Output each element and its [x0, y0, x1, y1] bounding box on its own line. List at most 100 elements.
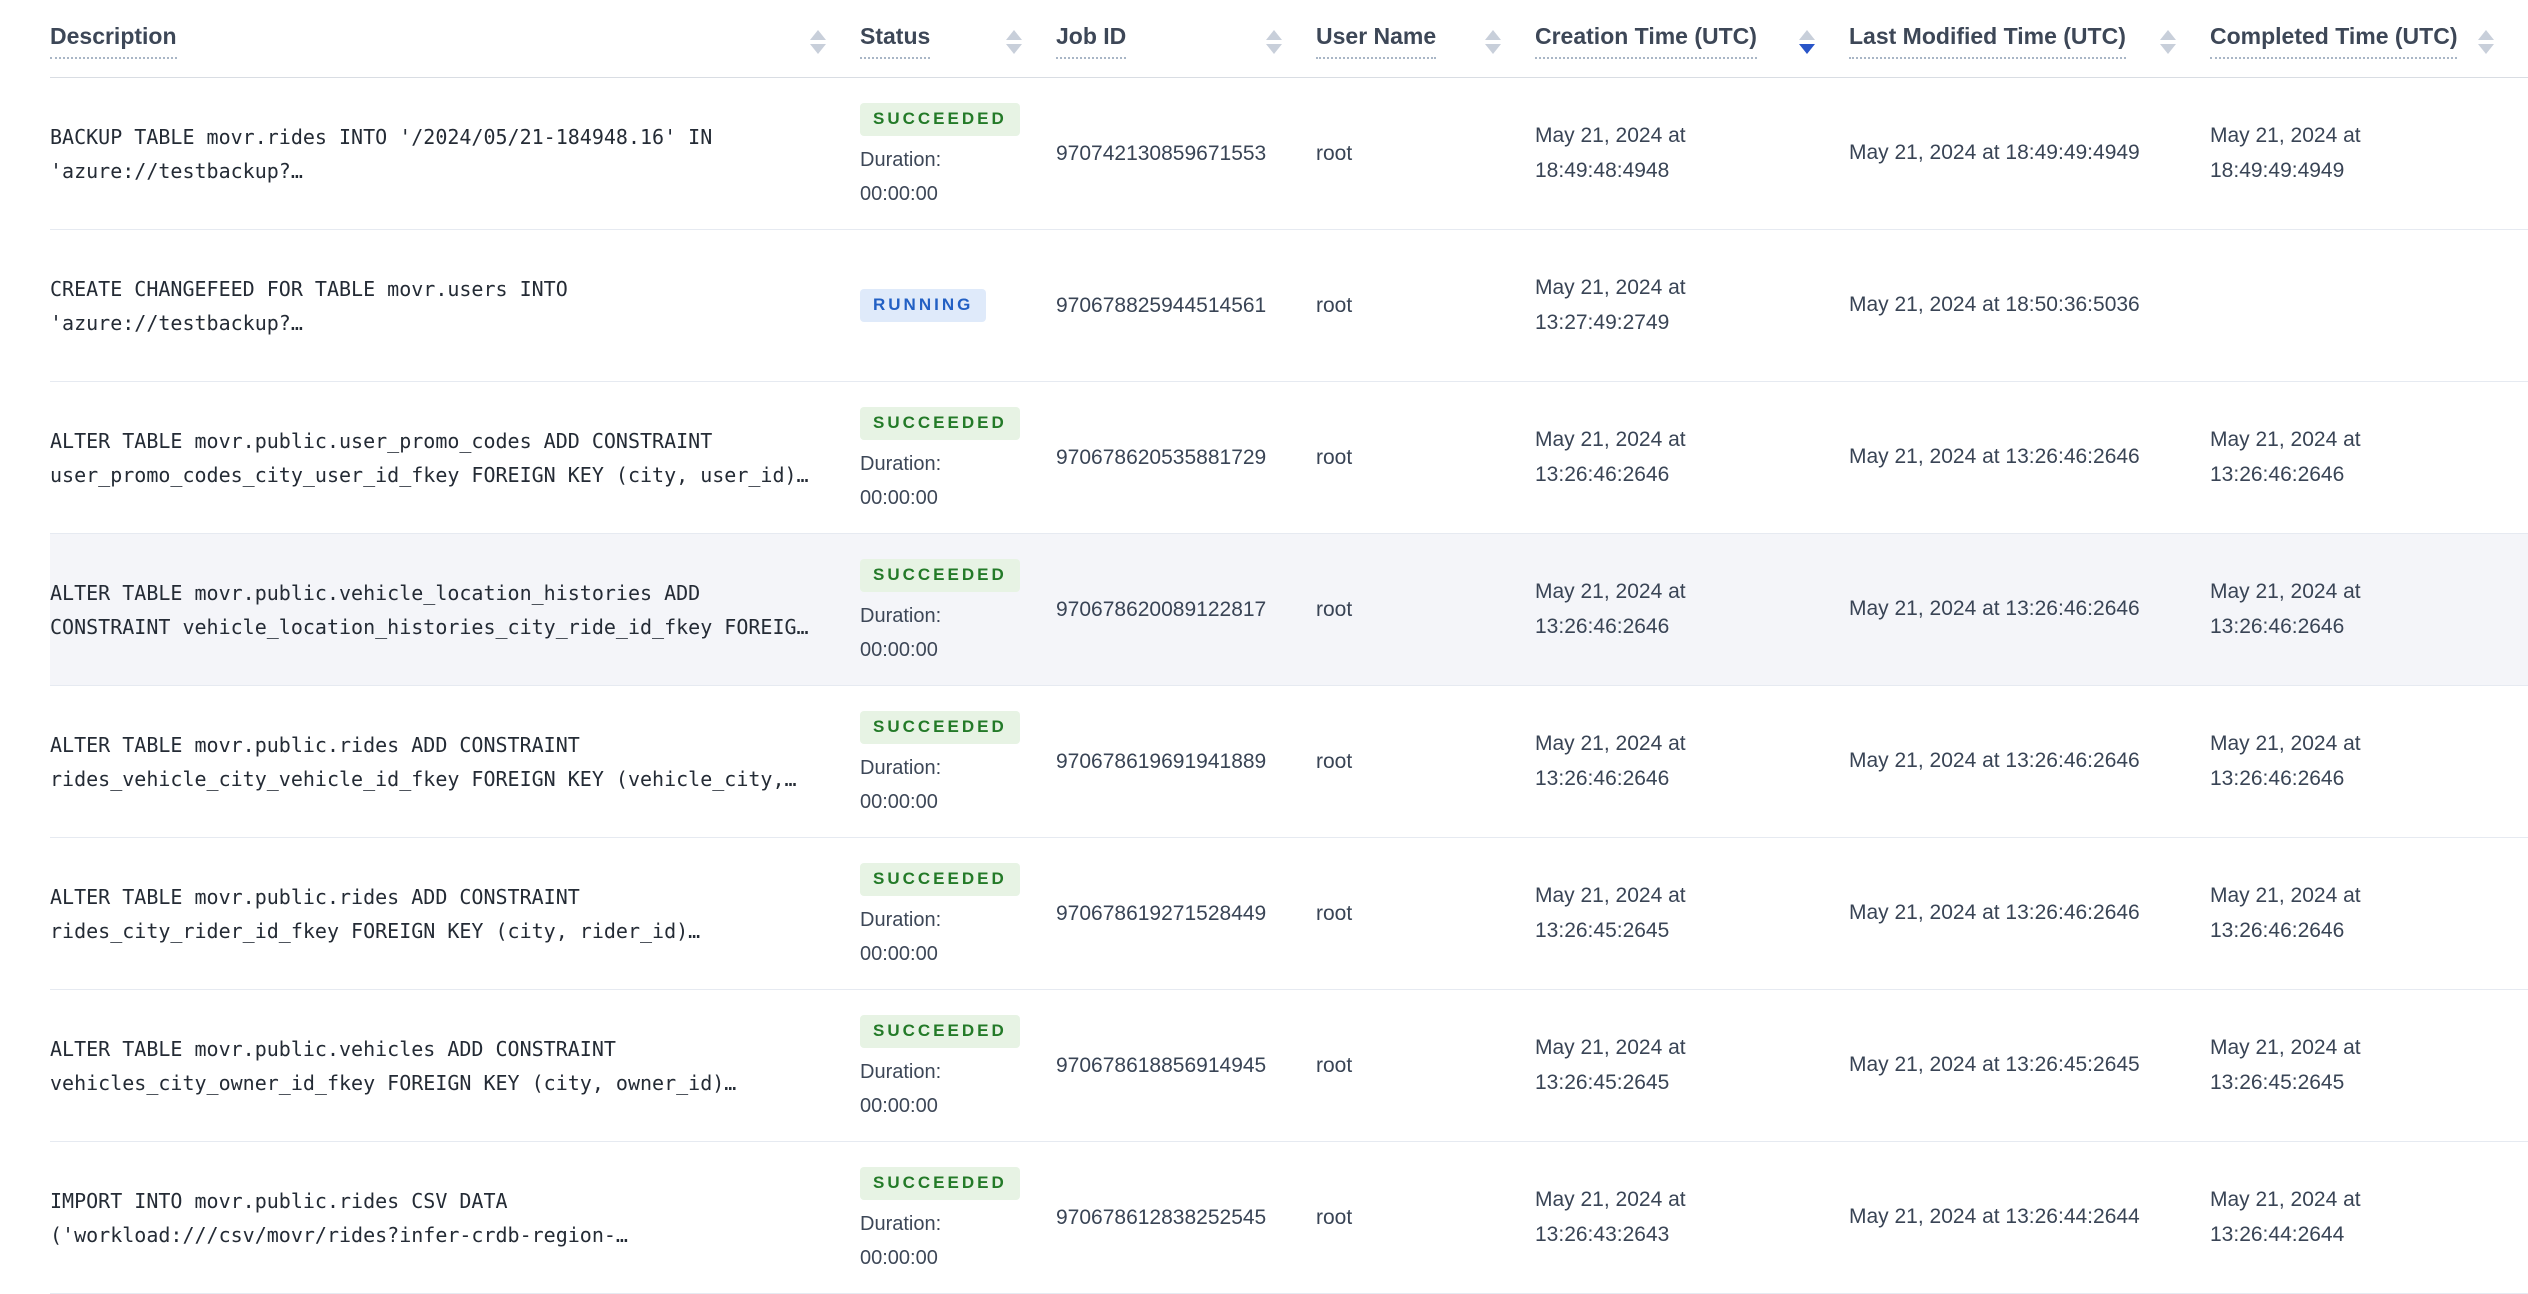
user-name: root — [1316, 1205, 1353, 1229]
creation-time: May 21, 2024 at 13:26:43:2643 — [1535, 1188, 1686, 1246]
duration-label: Duration: — [860, 452, 942, 475]
last-modified-time: May 21, 2024 at 13:26:46:2646 — [1849, 749, 2140, 773]
job-id: 970678620535881729 — [1056, 445, 1267, 469]
table-row[interactable]: ALTER TABLE movr.public.vehicle_location… — [50, 534, 2528, 687]
duration-value: 00:00:00 — [860, 182, 938, 205]
user-name: root — [1316, 1053, 1353, 1077]
sort-icon — [1248, 29, 1282, 54]
sort-icon — [792, 29, 826, 54]
user-name: root — [1316, 901, 1353, 925]
table-row[interactable]: IMPORT INTO movr.public.rides CSV DATA (… — [50, 1142, 2528, 1294]
status-badge: SUCCEEDED — [860, 102, 1020, 136]
duration-block: Duration: 00:00:00 — [860, 1213, 941, 1269]
column-header-label: User Name — [1316, 23, 1437, 60]
last-modified-time: May 21, 2024 at 13:26:46:2646 — [1849, 901, 2140, 925]
last-modified-time: May 21, 2024 at 13:26:46:2646 — [1849, 597, 2140, 621]
column-header-status[interactable]: Status — [860, 0, 1056, 77]
duration-block: Duration: 00:00:00 — [860, 453, 941, 509]
duration-value: 00:00:00 — [860, 486, 938, 509]
duration-label: Duration: — [860, 756, 942, 779]
sort-icon — [1467, 29, 1501, 54]
column-header-job-id[interactable]: Job ID — [1056, 0, 1316, 77]
column-header-label: Description — [50, 23, 177, 60]
column-header-label: Status — [860, 23, 931, 60]
job-id: 970678619271528449 — [1056, 901, 1267, 925]
job-id: 970678825944514561 — [1056, 293, 1267, 317]
duration-value: 00:00:00 — [860, 638, 938, 661]
job-description[interactable]: ALTER TABLE movr.public.vehicles ADD CON… — [50, 1036, 737, 1095]
user-name: root — [1316, 597, 1353, 621]
table-row[interactable]: ALTER TABLE movr.public.rides ADD CONSTR… — [50, 686, 2528, 839]
completed-time: May 21, 2024 at 13:26:44:2644 — [2210, 1188, 2361, 1246]
last-modified-time: May 21, 2024 at 18:49:49:4949 — [1849, 141, 2140, 165]
completed-time: May 21, 2024 at 18:49:49:4949 — [2210, 124, 2361, 182]
creation-time: May 21, 2024 at 13:26:46:2646 — [1535, 428, 1686, 486]
duration-value: 00:00:00 — [860, 1094, 938, 1117]
completed-time: May 21, 2024 at 13:26:46:2646 — [2210, 428, 2361, 486]
duration-label: Duration: — [860, 148, 942, 171]
last-modified-time: May 21, 2024 at 13:26:44:2644 — [1849, 1205, 2140, 1229]
status-badge: RUNNING — [860, 289, 987, 323]
column-header-label: Creation Time (UTC) — [1535, 23, 1757, 60]
job-id: 970742130859671553 — [1056, 141, 1267, 165]
completed-time: May 21, 2024 at 13:26:46:2646 — [2210, 884, 2361, 942]
last-modified-time: May 21, 2024 at 18:50:36:5036 — [1849, 293, 2140, 317]
job-id: 970678612838252545 — [1056, 1205, 1267, 1229]
user-name: root — [1316, 749, 1353, 773]
column-header-description[interactable]: Description — [50, 0, 860, 77]
creation-time: May 21, 2024 at 13:26:45:2645 — [1535, 1036, 1686, 1094]
table-row[interactable]: ALTER TABLE movr.public.vehicles ADD CON… — [50, 990, 2528, 1143]
creation-time: May 21, 2024 at 13:26:46:2646 — [1535, 580, 1686, 638]
job-id: 970678620089122817 — [1056, 597, 1267, 621]
job-id: 970678619691941889 — [1056, 749, 1267, 773]
duration-block: Duration: 00:00:00 — [860, 909, 941, 965]
duration-label: Duration: — [860, 1212, 942, 1235]
table-row[interactable]: BACKUP TABLE movr.rides INTO '/2024/05/2… — [50, 78, 2528, 231]
status-badge: SUCCEEDED — [860, 1014, 1020, 1048]
creation-time: May 21, 2024 at 13:27:49:2749 — [1535, 276, 1686, 334]
job-description[interactable]: ALTER TABLE movr.public.rides ADD CONSTR… — [50, 732, 797, 791]
table-row[interactable]: ALTER TABLE movr.public.rides ADD CONSTR… — [50, 838, 2528, 991]
column-header-creation-time[interactable]: Creation Time (UTC) — [1535, 0, 1849, 77]
job-description[interactable]: BACKUP TABLE movr.rides INTO '/2024/05/2… — [50, 124, 713, 183]
duration-block: Duration: 00:00:00 — [860, 757, 941, 813]
column-header-completed-time[interactable]: Completed Time (UTC) — [2210, 0, 2528, 77]
completed-time: May 21, 2024 at 13:26:46:2646 — [2210, 580, 2361, 638]
table-header-row: Description Status Job ID User Name Crea… — [50, 0, 2528, 79]
duration-label: Duration: — [860, 1060, 942, 1083]
job-description[interactable]: CREATE CHANGEFEED FOR TABLE movr.users I… — [50, 276, 568, 335]
duration-block: Duration: 00:00:00 — [860, 1061, 941, 1117]
sort-icon — [988, 29, 1022, 54]
creation-time: May 21, 2024 at 13:26:45:2645 — [1535, 884, 1686, 942]
column-header-user-name[interactable]: User Name — [1316, 0, 1535, 77]
duration-label: Duration: — [860, 604, 942, 627]
status-badge: SUCCEEDED — [860, 862, 1020, 896]
table-row[interactable]: ALTER TABLE movr.public.user_promo_codes… — [50, 382, 2528, 535]
column-header-label: Last Modified Time (UTC) — [1849, 23, 2126, 60]
duration-value: 00:00:00 — [860, 1246, 938, 1269]
job-description[interactable]: ALTER TABLE movr.public.rides ADD CONSTR… — [50, 884, 701, 943]
status-badge: SUCCEEDED — [860, 1166, 1020, 1200]
job-id: 970678618856914945 — [1056, 1053, 1267, 1077]
column-header-last-modified[interactable]: Last Modified Time (UTC) — [1849, 0, 2210, 77]
status-badge: SUCCEEDED — [860, 406, 1020, 440]
duration-value: 00:00:00 — [860, 790, 938, 813]
job-description[interactable]: ALTER TABLE movr.public.vehicle_location… — [50, 580, 809, 639]
column-header-label: Job ID — [1056, 23, 1127, 60]
jobs-table-body: BACKUP TABLE movr.rides INTO '/2024/05/2… — [50, 78, 2528, 1294]
duration-block: Duration: 00:00:00 — [860, 149, 941, 205]
creation-time: May 21, 2024 at 18:49:48:4948 — [1535, 124, 1686, 182]
sort-icon — [2142, 29, 2176, 54]
creation-time: May 21, 2024 at 13:26:46:2646 — [1535, 732, 1686, 790]
job-description[interactable]: ALTER TABLE movr.public.user_promo_codes… — [50, 428, 809, 487]
duration-block: Duration: 00:00:00 — [860, 605, 941, 661]
job-description[interactable]: IMPORT INTO movr.public.rides CSV DATA (… — [50, 1188, 628, 1247]
last-modified-time: May 21, 2024 at 13:26:45:2645 — [1849, 1053, 2140, 1077]
table-row[interactable]: CREATE CHANGEFEED FOR TABLE movr.users I… — [50, 230, 2528, 383]
status-badge: SUCCEEDED — [860, 710, 1020, 744]
user-name: root — [1316, 141, 1353, 165]
duration-value: 00:00:00 — [860, 942, 938, 965]
completed-time: May 21, 2024 at 13:26:46:2646 — [2210, 732, 2361, 790]
completed-time: May 21, 2024 at 13:26:45:2645 — [2210, 1036, 2361, 1094]
